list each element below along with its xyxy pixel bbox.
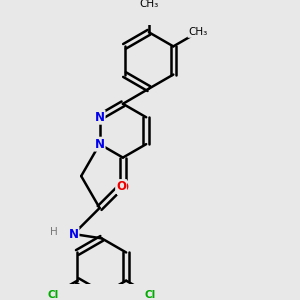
Text: Cl: Cl <box>47 290 58 300</box>
Text: O: O <box>118 182 128 194</box>
Text: N: N <box>94 111 105 124</box>
Text: N: N <box>69 227 79 241</box>
Text: N: N <box>94 138 105 151</box>
Text: H: H <box>50 227 58 237</box>
Text: O: O <box>116 180 126 193</box>
Text: Cl: Cl <box>145 290 156 300</box>
Text: CH₃: CH₃ <box>139 0 158 9</box>
Text: CH₃: CH₃ <box>188 27 207 37</box>
